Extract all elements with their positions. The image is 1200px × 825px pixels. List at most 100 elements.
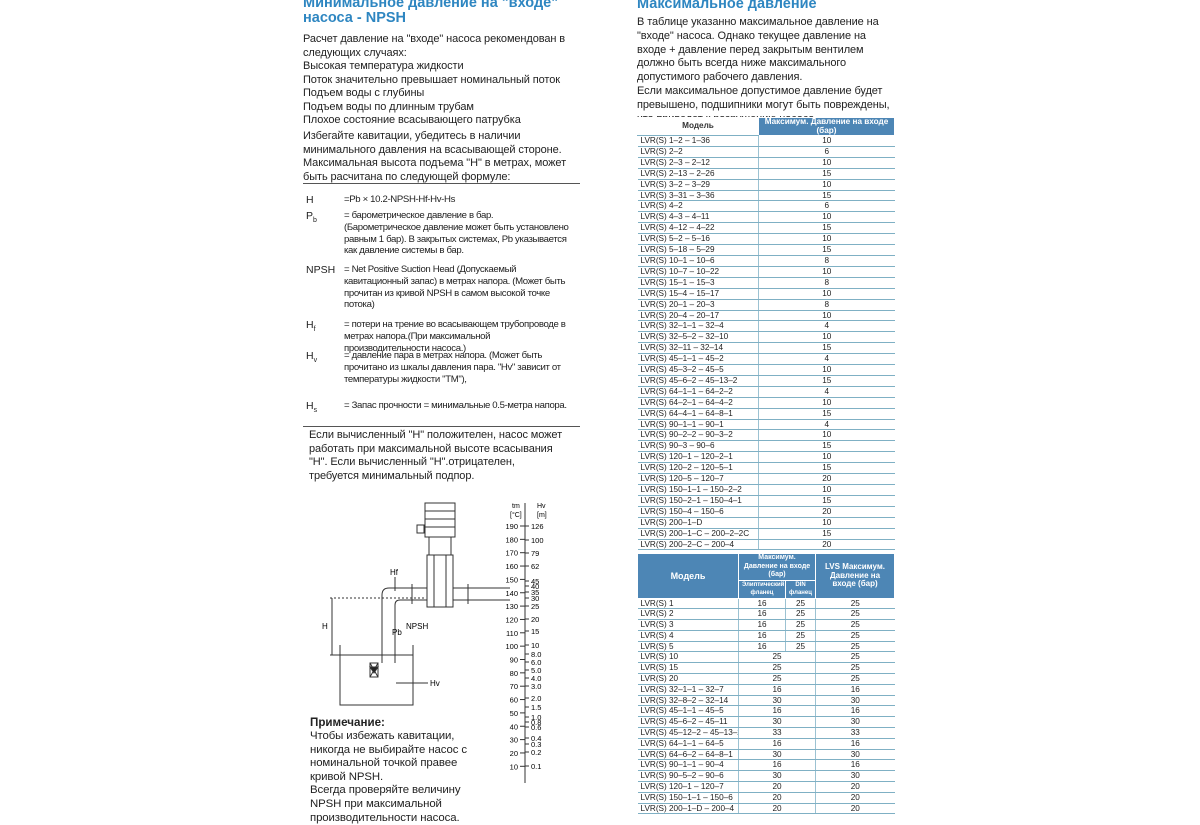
cell: LVR(S) 15–4 – 15–17	[637, 288, 759, 300]
row: LVR(S) 20–1 – 20–3 8	[637, 299, 895, 311]
cell: LVR(S) 120–2 – 120–5–1	[637, 462, 759, 475]
row: LVR(S) 200–1–C – 200–2–2C 15	[637, 528, 895, 540]
cell: LVR(S) 32–1–1 – 32–4	[637, 320, 759, 333]
row: LVR(S) 10–7 – 10–22 10	[637, 266, 895, 278]
row: LVR(S) 20 25 25	[637, 673, 895, 685]
cell: LVR(S) 5–2 – 5–16	[637, 233, 759, 246]
cell: 10	[758, 233, 895, 246]
diagram-label: Pb	[392, 628, 402, 637]
cell: 6	[758, 146, 895, 158]
hv-label: 4.0	[531, 674, 541, 683]
cell: 25	[815, 651, 895, 664]
cell: 16	[737, 684, 816, 696]
symbol-sub: s	[313, 407, 318, 415]
cell: LVR(S) 32–1–1 – 32–7	[637, 684, 739, 696]
tm-label: 100	[505, 642, 518, 651]
row: LVR(S) 32–1–1 – 32–7 16 16	[637, 684, 895, 696]
row: LVR(S) 200–1–D 10	[637, 517, 895, 529]
header-cell: Модель	[637, 117, 759, 136]
row: LVR(S) 2–3 – 2–12 10	[637, 157, 895, 169]
tm-label: 120	[505, 615, 518, 624]
case-item: Высокая температура жидкости	[303, 60, 464, 72]
cell: LVR(S) 90–2–2 – 90–3–2	[637, 429, 759, 442]
advice: Избегайте кавитации, убедитесь в наличии…	[303, 130, 567, 183]
tm-label: 10	[510, 762, 518, 771]
cell: 10	[758, 288, 895, 300]
cell: 15	[758, 190, 895, 202]
cell: LVR(S) 150–1–1 – 150–6	[637, 792, 739, 804]
cell: 15	[758, 222, 895, 235]
cell: 25	[815, 598, 895, 610]
row: LVR(S) 90–1–1 – 90–1 4	[637, 419, 895, 431]
cell: LVR(S) 150–4 – 150–6	[637, 506, 759, 518]
definition: H =Pb × 10.2-NPSH-Hf-Hv-Hs	[306, 194, 578, 206]
cell: LVR(S) 32–8–2 – 32–14	[637, 695, 739, 707]
tm-label: 30	[510, 736, 518, 745]
cell: LVR(S) 20–4 – 20–17	[637, 310, 759, 322]
row: LVR(S) 120–2 – 120–5–1 15	[637, 462, 895, 475]
cell: 10	[758, 266, 895, 278]
cell: LVR(S) 45–3–2 – 45–5	[637, 364, 759, 376]
row: LVR(S) 2 16 25 25	[637, 608, 895, 621]
hv-label: 10	[531, 641, 539, 650]
cell: LVR(S) 10	[637, 651, 739, 664]
tm-label: 80	[510, 669, 518, 678]
cell: 30	[737, 716, 816, 729]
symbol: Hv	[306, 350, 317, 364]
header-cell: Максимум. Давление на входе (бар)	[758, 117, 895, 136]
hv-label: 8.0	[531, 650, 541, 659]
cell: LVR(S) 2–3 – 2–12	[637, 157, 759, 169]
row: LVR(S) 15–1 – 15–3 8	[637, 277, 895, 289]
row: LVR(S) 64–1–1 – 64–2–2 4	[637, 386, 895, 398]
tm-label: 140	[505, 589, 518, 598]
hv-label: 62	[531, 562, 539, 571]
hv-label: 79	[531, 549, 539, 558]
cell: 16	[737, 738, 816, 750]
cell: LVR(S) 45–6–2 – 45–11	[637, 716, 739, 729]
tm-label: 190	[505, 522, 518, 531]
hv-label: 2.0	[531, 694, 541, 703]
hv-label: 0.1	[531, 762, 541, 771]
tm-label: 20	[510, 749, 518, 758]
row: LVR(S) 64–1–1 – 64–5 16 16	[637, 738, 895, 750]
cell: LVR(S) 4–2	[637, 200, 759, 213]
hv-label: 1.0	[531, 713, 541, 722]
row: LVR(S) 150–2–1 – 150–4–1 15	[637, 495, 895, 507]
page: Минимальное давление на "входе" насоса -…	[303, 0, 895, 824]
definition-text: = барометрическое давление в бар. (Баром…	[344, 210, 569, 257]
right-title: Максимальное давление	[637, 0, 817, 12]
cell: 30	[815, 716, 895, 729]
cell: LVR(S) 150–2–1 – 150–4–1	[637, 495, 759, 507]
cell: 15	[758, 408, 895, 420]
definition-text: =Pb × 10.2-NPSH-Hf-Hv-Hs	[344, 194, 456, 205]
hv-label: 0.2	[531, 748, 541, 757]
row: LVR(S) 120–1 – 120–7 20 20	[637, 781, 895, 793]
cell: 10	[758, 135, 895, 147]
cell: LVR(S) 90–3 – 90–6	[637, 440, 759, 453]
row: LVR(S) 45–1–1 – 45–5 16 16	[637, 705, 895, 718]
definition: Hv = давление пара в метрах напора. (Може…	[306, 350, 578, 385]
diagram: tm[°C] Hv [m] 190 180 170 160 150 140 130 120 110 10…	[322, 502, 547, 783]
cell: 8	[758, 277, 895, 289]
diagram-label: NPSH	[406, 622, 428, 631]
cell: 15	[758, 168, 895, 180]
tm-label: 180	[505, 535, 518, 544]
cell: 15	[758, 342, 895, 355]
paragraph: В таблице указанно максимальное давление…	[637, 16, 879, 84]
hv-label: 35	[531, 588, 539, 597]
cell: 25	[815, 641, 895, 653]
cell: LVR(S) 20	[637, 673, 739, 685]
cell: 15	[758, 495, 895, 507]
row: LVR(S) 150–1–1 – 150–2–2 10	[637, 484, 895, 496]
row: LVR(S) 150–4 – 150–6 20	[637, 506, 895, 518]
header-cell: Модель	[637, 553, 739, 599]
tm-label: 40	[510, 722, 518, 731]
cell: LVR(S) 3–2 – 3–29	[637, 179, 759, 191]
diagram-label: Hv	[430, 679, 440, 688]
row: LVR(S) 150–1–1 – 150–6 20 20	[637, 792, 895, 804]
cell: 10	[758, 451, 895, 464]
cell: 25	[784, 598, 816, 610]
hv-label: 0.4	[531, 734, 541, 743]
cell: LVR(S) 64–1–1 – 64–2–2	[637, 386, 759, 398]
definition: NPSH = Net Positive Suction Head (Допуска…	[306, 264, 578, 311]
